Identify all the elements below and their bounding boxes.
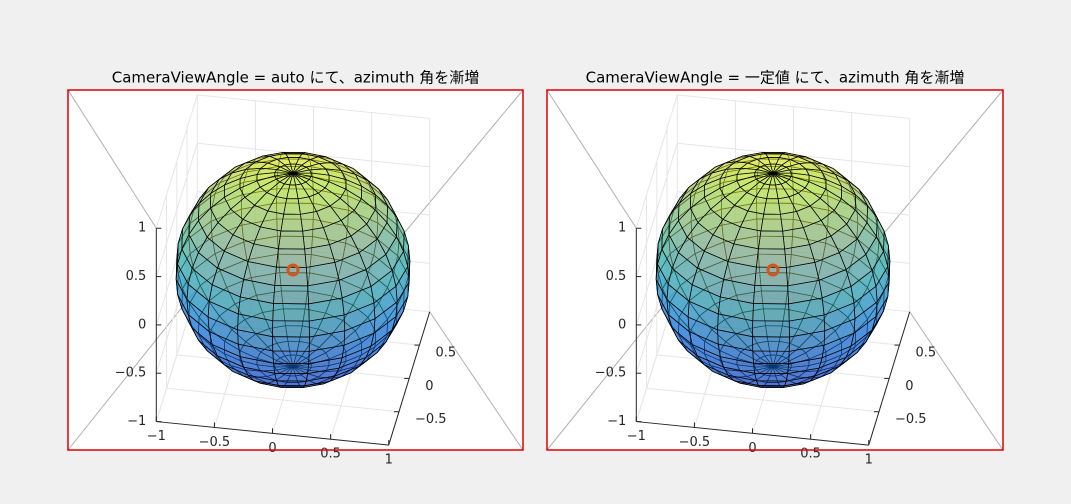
surface-face xyxy=(760,213,784,232)
grid-line xyxy=(166,387,400,413)
axes-border xyxy=(546,89,1004,451)
z-tick-label: 1 xyxy=(138,221,146,236)
point-marker xyxy=(286,263,300,277)
surface-face xyxy=(755,380,787,387)
x-tick-label: −1 xyxy=(627,429,646,444)
grid-line xyxy=(155,143,198,277)
box-edge xyxy=(429,311,524,451)
axes: −1 −0.5 0 0.5 1 −0.5 0 0.5 −1 −0.5 0 0.5 1 CameraView… xyxy=(67,69,524,468)
x-tick-label: 0.5 xyxy=(800,447,821,462)
surface-face xyxy=(758,230,786,250)
z-tick-label: 0 xyxy=(138,317,146,332)
grid-line xyxy=(677,94,910,119)
surface-face xyxy=(274,372,309,382)
surface-face xyxy=(274,266,309,287)
z-tick-label: 0.5 xyxy=(126,269,147,284)
box-edge xyxy=(67,89,157,229)
box-edge xyxy=(546,287,678,451)
x-tick-label: 1 xyxy=(385,453,393,468)
x-tick-label: 0 xyxy=(268,441,276,456)
surface-face xyxy=(754,372,789,382)
x-tick-label: −1 xyxy=(147,429,166,444)
grid-line xyxy=(635,94,678,229)
grid-line xyxy=(197,94,430,119)
y-tick-label: 0.5 xyxy=(435,346,456,361)
z-tick-label: −0.5 xyxy=(595,366,627,381)
surface-face xyxy=(753,362,790,374)
surface-face xyxy=(273,362,310,374)
surface-face xyxy=(752,320,790,338)
surface xyxy=(175,151,411,389)
surface-face xyxy=(752,350,790,364)
surface-face xyxy=(754,266,789,287)
axes-border xyxy=(67,89,524,451)
surface-face xyxy=(275,380,307,387)
y-tick-label: 0 xyxy=(905,379,913,394)
z-tick-label: −1 xyxy=(127,414,146,429)
z-tick-label: 1 xyxy=(618,221,626,236)
x-tick-label: 0.5 xyxy=(320,447,341,462)
surface-face xyxy=(272,350,310,364)
box-edge xyxy=(388,89,524,253)
surface-face xyxy=(272,320,310,338)
z-tick-label: 0 xyxy=(618,317,626,332)
x-tick-label: 0 xyxy=(748,441,756,456)
box-edge xyxy=(909,311,1004,451)
x-tick-label: 1 xyxy=(865,453,873,468)
z-tick-label: −0.5 xyxy=(115,366,147,381)
y-tick-label: −0.5 xyxy=(895,412,927,427)
surface-face xyxy=(752,303,790,322)
grid-line xyxy=(635,143,678,277)
z-tick-label: 0.5 xyxy=(606,269,627,284)
box-edge xyxy=(67,287,198,451)
chart-title: CameraViewAngle = auto にて、azimuth 角を漸増 xyxy=(112,69,480,87)
y-tick-label: −0.5 xyxy=(415,412,447,427)
axes: −1 −0.5 0 0.5 1 −0.5 0 0.5 −1 −0.5 0 0.5 1 CameraView… xyxy=(546,69,1004,468)
surface-face xyxy=(278,230,306,250)
box-edge xyxy=(868,89,1004,253)
x-tick-label: −0.5 xyxy=(679,435,711,450)
surface-face xyxy=(273,285,309,305)
y-tick-label: 0 xyxy=(425,379,433,394)
surface-face xyxy=(763,198,781,215)
surface xyxy=(655,151,891,389)
grid-line xyxy=(155,94,198,229)
chart-title: CameraViewAngle = 一定値 にて、azimuth 角を漸増 xyxy=(586,69,965,87)
box-edge xyxy=(546,89,637,229)
z-tick-label: −1 xyxy=(607,414,626,429)
point-marker xyxy=(766,263,780,277)
surface-face xyxy=(753,285,789,305)
surface-face xyxy=(283,198,301,215)
surface-face xyxy=(752,336,790,352)
x-tick-label: −0.5 xyxy=(199,435,231,450)
surface-face xyxy=(272,303,310,322)
surface-face xyxy=(280,213,304,232)
y-axis xyxy=(388,311,431,446)
y-tick-label: 0.5 xyxy=(915,346,936,361)
surface-face xyxy=(272,336,310,352)
grid-line xyxy=(646,387,880,413)
